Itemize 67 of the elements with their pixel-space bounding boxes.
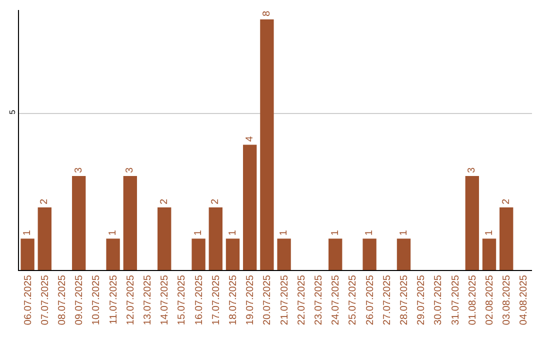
x-tick-label: 02.08.2025 — [484, 274, 496, 326]
x-tick-label: 14.07.2025 — [160, 274, 171, 326]
x-tick-label: 06.07.2025 — [22, 274, 34, 326]
x-tick-label: 07.07.2025 — [40, 274, 51, 326]
bar — [482, 238, 496, 270]
x-tick-label: 29.07.2025 — [416, 274, 428, 326]
bar — [328, 238, 342, 270]
x-tick-label: 20.07.2025 — [262, 274, 274, 326]
bar — [260, 19, 274, 270]
x-tick-label: 23.07.2025 — [314, 274, 324, 326]
bar — [123, 176, 137, 270]
x-tick-label: 27.07.2025 — [382, 274, 393, 326]
data-label: 2 — [500, 198, 512, 204]
data-label: 1 — [193, 230, 204, 236]
x-tick-label: 28.07.2025 — [399, 274, 410, 326]
x-tick-label: 21.07.2025 — [279, 274, 290, 326]
x-tick-label: 26.07.2025 — [364, 274, 376, 326]
x-tick-label: 30.07.2025 — [433, 274, 444, 326]
data-label: 1 — [22, 230, 34, 236]
data-label: 3 — [466, 167, 478, 174]
x-tick-label: 25.07.2025 — [348, 274, 359, 326]
x-tick-label: 03.08.2025 — [502, 274, 513, 326]
bar — [277, 238, 291, 270]
x-tick-label: 01.08.2025 — [467, 274, 478, 326]
bar — [500, 207, 514, 270]
bar — [243, 144, 257, 270]
data-label: 2 — [210, 198, 222, 204]
bar — [20, 238, 34, 270]
bar — [208, 207, 222, 270]
bar — [72, 176, 86, 270]
data-label: 1 — [398, 230, 410, 236]
x-tick-label: 19.07.2025 — [245, 274, 256, 326]
data-label: 1 — [364, 230, 376, 236]
x-tick-label: 15.07.2025 — [176, 274, 188, 326]
x-tick-label: 18.07.2025 — [228, 274, 239, 326]
x-tick-label: 09.07.2025 — [74, 274, 86, 326]
bar — [226, 238, 240, 270]
data-label: 8 — [261, 10, 272, 16]
x-tick-label: 17.07.2025 — [210, 274, 222, 326]
data-label: 3 — [124, 167, 136, 174]
data-label: 1 — [330, 230, 341, 236]
x-tick-label: 16.07.2025 — [194, 274, 205, 326]
x-tick-label: 13.07.2025 — [142, 274, 154, 326]
x-tick-label: 10.07.2025 — [91, 274, 102, 326]
data-label: 4 — [244, 136, 256, 142]
bar — [465, 176, 479, 270]
bar — [192, 238, 206, 270]
bar — [158, 207, 172, 270]
bar — [396, 238, 411, 270]
data-label: 3 — [73, 167, 84, 174]
data-label: 2 — [158, 198, 170, 204]
x-tick-label: 11.07.2025 — [108, 274, 120, 324]
data-label: 1 — [484, 230, 495, 236]
x-tick-label: 31.07.2025 — [450, 274, 462, 326]
data-label: 2 — [39, 198, 50, 204]
bar — [38, 207, 52, 270]
x-tick-label: 04.08.2025 — [518, 274, 530, 326]
x-tick-label: 24.07.2025 — [330, 274, 342, 326]
x-tick-label: 12.07.2025 — [125, 274, 136, 326]
data-label: 1 — [108, 230, 119, 236]
data-label: 1 — [227, 230, 238, 236]
x-tick-label: 08.07.2025 — [57, 274, 68, 326]
data-label: 1 — [278, 230, 290, 236]
bar — [106, 238, 120, 270]
bar — [362, 238, 376, 270]
x-tick-label: 22.07.2025 — [296, 274, 308, 326]
y-tick-label: 5 — [8, 109, 17, 114]
